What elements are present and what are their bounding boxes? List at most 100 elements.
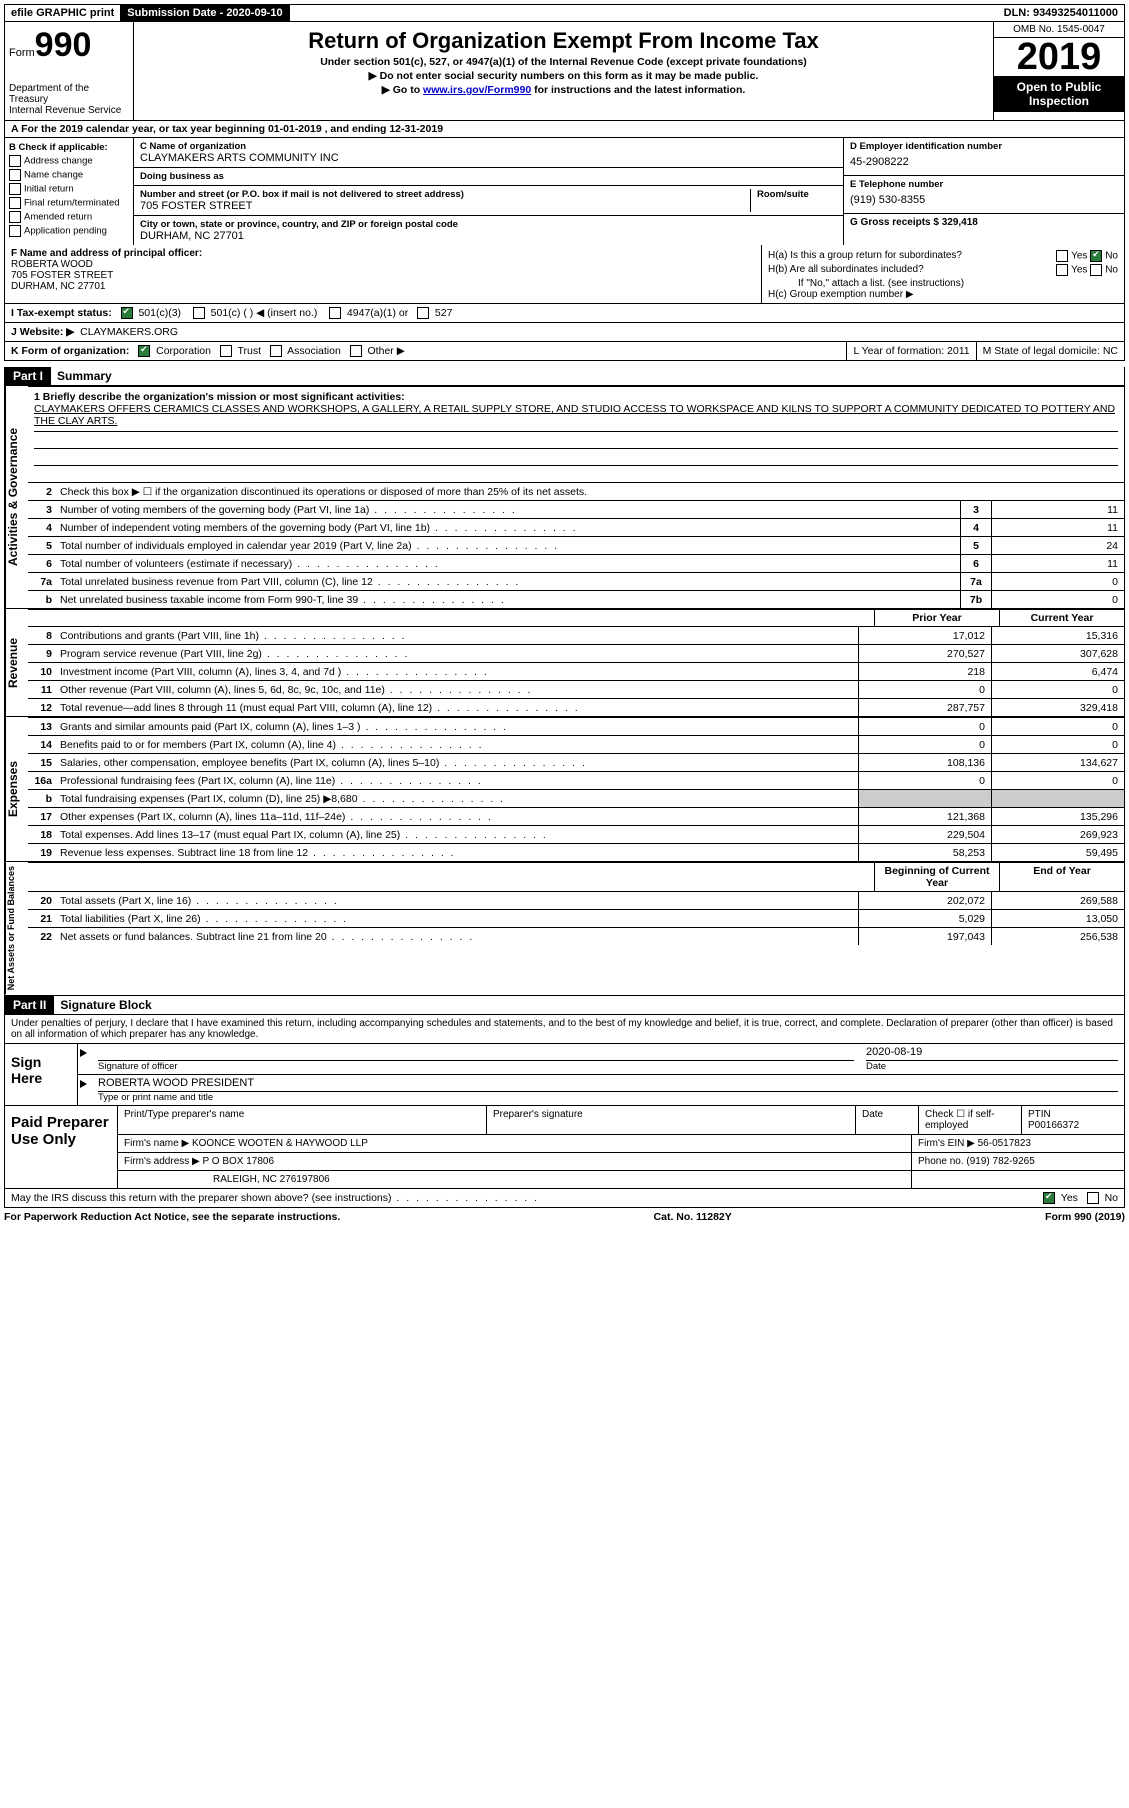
gov-line-4: 4Number of independent voting members of… bbox=[28, 518, 1124, 536]
column-c-org-info: C Name of organization CLAYMAKERS ARTS C… bbox=[134, 138, 843, 245]
form-number: Form990 bbox=[9, 26, 129, 65]
line-10: 10Investment income (Part VIII, column (… bbox=[28, 662, 1124, 680]
checkbox-527[interactable] bbox=[417, 307, 429, 319]
gov-line-6: 6Total number of volunteers (estimate if… bbox=[28, 554, 1124, 572]
ptin-value: P00166372 bbox=[1028, 1120, 1079, 1131]
firm-address-2: RALEIGH, NC 276197806 bbox=[118, 1171, 912, 1188]
gross-receipts: G Gross receipts $ 329,418 bbox=[850, 217, 1118, 228]
checkbox-501c3[interactable] bbox=[121, 307, 133, 319]
dln: DLN: 93493254011000 bbox=[998, 5, 1124, 21]
checkbox-name-change[interactable] bbox=[9, 169, 21, 181]
column-d-ein: D Employer identification number 45-2908… bbox=[843, 138, 1124, 245]
line-12: 12Total revenue—add lines 8 through 11 (… bbox=[28, 698, 1124, 716]
net-assets-section: Net Assets or Fund Balances Beginning of… bbox=[4, 862, 1125, 995]
line-11: 11Other revenue (Part VIII, column (A), … bbox=[28, 680, 1124, 698]
preparer-block: Paid Preparer Use Only Print/Type prepar… bbox=[4, 1106, 1125, 1189]
form-header: Form990 Department of the Treasury Inter… bbox=[4, 22, 1125, 121]
side-label-expenses: Expenses bbox=[5, 717, 28, 861]
website-value: CLAYMAKERS.ORG bbox=[80, 326, 178, 338]
section-bcd: B Check if applicable: Address change Na… bbox=[4, 138, 1125, 245]
checkbox-ha-yes[interactable] bbox=[1056, 250, 1068, 262]
row-i-tax-exempt: I Tax-exempt status: 501(c)(3) 501(c) ( … bbox=[4, 304, 1125, 323]
tax-year: 2019 bbox=[994, 38, 1124, 76]
checkbox-discuss-no[interactable] bbox=[1087, 1192, 1099, 1204]
sign-date: 2020-08-19 bbox=[866, 1046, 1118, 1061]
checkbox-association[interactable] bbox=[270, 345, 282, 357]
line-20: 20Total assets (Part X, line 16)202,0722… bbox=[28, 891, 1124, 909]
penalties-text: Under penalties of perjury, I declare th… bbox=[4, 1015, 1125, 1044]
irs-link[interactable]: www.irs.gov/Form990 bbox=[423, 84, 531, 96]
checkbox-hb-no[interactable] bbox=[1090, 264, 1102, 276]
column-b-checkboxes: B Check if applicable: Address change Na… bbox=[5, 138, 134, 245]
side-label-governance: Activities & Governance bbox=[5, 386, 28, 608]
part-2-header: Part II Signature Block bbox=[4, 996, 1125, 1015]
ein-value: 45-2908222 bbox=[850, 152, 1118, 172]
checkbox-discuss-yes[interactable] bbox=[1043, 1192, 1055, 1204]
checkbox-ha-no[interactable] bbox=[1090, 250, 1102, 262]
firm-ein: 56-0517823 bbox=[978, 1138, 1031, 1149]
group-return-h: H(a) Is this a group return for subordin… bbox=[761, 245, 1124, 303]
line-22: 22Net assets or fund balances. Subtract … bbox=[28, 927, 1124, 945]
part-1-header: Part I Summary bbox=[4, 367, 1125, 386]
subtitle-1: Under section 501(c), 527, or 4947(a)(1)… bbox=[138, 56, 989, 68]
open-to-public: Open to Public Inspection bbox=[994, 76, 1124, 112]
sign-arrow-icon bbox=[78, 1044, 92, 1074]
firm-name: KOONCE WOOTEN & HAYWOOD LLP bbox=[192, 1138, 368, 1149]
line-16a: 16aProfessional fundraising fees (Part I… bbox=[28, 771, 1124, 789]
checkbox-4947[interactable] bbox=[329, 307, 341, 319]
line-19: 19Revenue less expenses. Subtract line 1… bbox=[28, 843, 1124, 861]
row-j-website: J Website: ▶ CLAYMAKERS.ORG bbox=[4, 323, 1125, 342]
footer-bottom: For Paperwork Reduction Act Notice, see … bbox=[4, 1208, 1125, 1226]
checkbox-application-pending[interactable] bbox=[9, 225, 21, 237]
org-city: DURHAM, NC 27701 bbox=[140, 230, 837, 242]
line-b: bTotal fundraising expenses (Part IX, co… bbox=[28, 789, 1124, 807]
telephone-value: (919) 530-8355 bbox=[850, 190, 1118, 210]
mission-text: CLAYMAKERS OFFERS CERAMICS CLASSES AND W… bbox=[34, 403, 1118, 427]
side-label-revenue: Revenue bbox=[5, 609, 28, 716]
line-13: 13Grants and similar amounts paid (Part … bbox=[28, 717, 1124, 735]
gov-line-2: 2Check this box ▶ ☐ if the organization … bbox=[28, 482, 1124, 500]
checkbox-address-change[interactable] bbox=[9, 155, 21, 167]
org-street: 705 FOSTER STREET bbox=[140, 200, 750, 212]
row-a-tax-year: A For the 2019 calendar year, or tax yea… bbox=[4, 121, 1125, 138]
line-9: 9Program service revenue (Part VIII, lin… bbox=[28, 644, 1124, 662]
form-title: Return of Organization Exempt From Incom… bbox=[138, 28, 989, 54]
subtitle-3: ▶ Go to www.irs.gov/Form990 for instruct… bbox=[138, 84, 989, 96]
revenue-section: Revenue Prior Year Current Year 8Contrib… bbox=[4, 609, 1125, 717]
line-15: 15Salaries, other compensation, employee… bbox=[28, 753, 1124, 771]
side-label-net-assets: Net Assets or Fund Balances bbox=[5, 862, 28, 994]
sign-block: Sign Here Signature of officer 2020-08-1… bbox=[4, 1044, 1125, 1106]
firm-address-1: P O BOX 17806 bbox=[203, 1156, 275, 1167]
efile-print[interactable]: efile GRAPHIC print bbox=[5, 5, 121, 21]
checkbox-501c[interactable] bbox=[193, 307, 205, 319]
gov-line-5: 5Total number of individuals employed in… bbox=[28, 536, 1124, 554]
checkbox-corporation[interactable] bbox=[138, 345, 150, 357]
governance-section: Activities & Governance 1 Briefly descri… bbox=[4, 386, 1125, 609]
submission-date: Submission Date - 2020-09-10 bbox=[121, 5, 289, 21]
line-21: 21Total liabilities (Part X, line 26)5,0… bbox=[28, 909, 1124, 927]
state-of-domicile: M State of legal domicile: NC bbox=[976, 342, 1124, 360]
row-f-h: F Name and address of principal officer:… bbox=[4, 245, 1125, 304]
line-14: 14Benefits paid to or for members (Part … bbox=[28, 735, 1124, 753]
gov-line-b: bNet unrelated business taxable income f… bbox=[28, 590, 1124, 608]
irs-discuss-row: May the IRS discuss this return with the… bbox=[4, 1189, 1125, 1208]
checkbox-other[interactable] bbox=[350, 345, 362, 357]
checkbox-trust[interactable] bbox=[220, 345, 232, 357]
department: Department of the Treasury Internal Reve… bbox=[9, 83, 129, 116]
expenses-section: Expenses 13Grants and similar amounts pa… bbox=[4, 717, 1125, 862]
checkbox-amended-return[interactable] bbox=[9, 211, 21, 223]
top-bar: efile GRAPHIC print Submission Date - 20… bbox=[4, 4, 1125, 22]
checkbox-hb-yes[interactable] bbox=[1056, 264, 1068, 276]
gov-line-7a: 7aTotal unrelated business revenue from … bbox=[28, 572, 1124, 590]
officer-name: ROBERTA WOOD PRESIDENT bbox=[98, 1077, 1118, 1092]
row-k-form-org: K Form of organization: Corporation Trus… bbox=[4, 342, 1125, 361]
org-name: CLAYMAKERS ARTS COMMUNITY INC bbox=[140, 152, 837, 164]
line-17: 17Other expenses (Part IX, column (A), l… bbox=[28, 807, 1124, 825]
year-of-formation: L Year of formation: 2011 bbox=[846, 342, 975, 360]
officer-signature[interactable] bbox=[98, 1046, 854, 1061]
line-18: 18Total expenses. Add lines 13–17 (must … bbox=[28, 825, 1124, 843]
subtitle-2: ▶ Do not enter social security numbers o… bbox=[138, 70, 989, 82]
checkbox-final-return[interactable] bbox=[9, 197, 21, 209]
checkbox-initial-return[interactable] bbox=[9, 183, 21, 195]
principal-officer: F Name and address of principal officer:… bbox=[5, 245, 761, 303]
